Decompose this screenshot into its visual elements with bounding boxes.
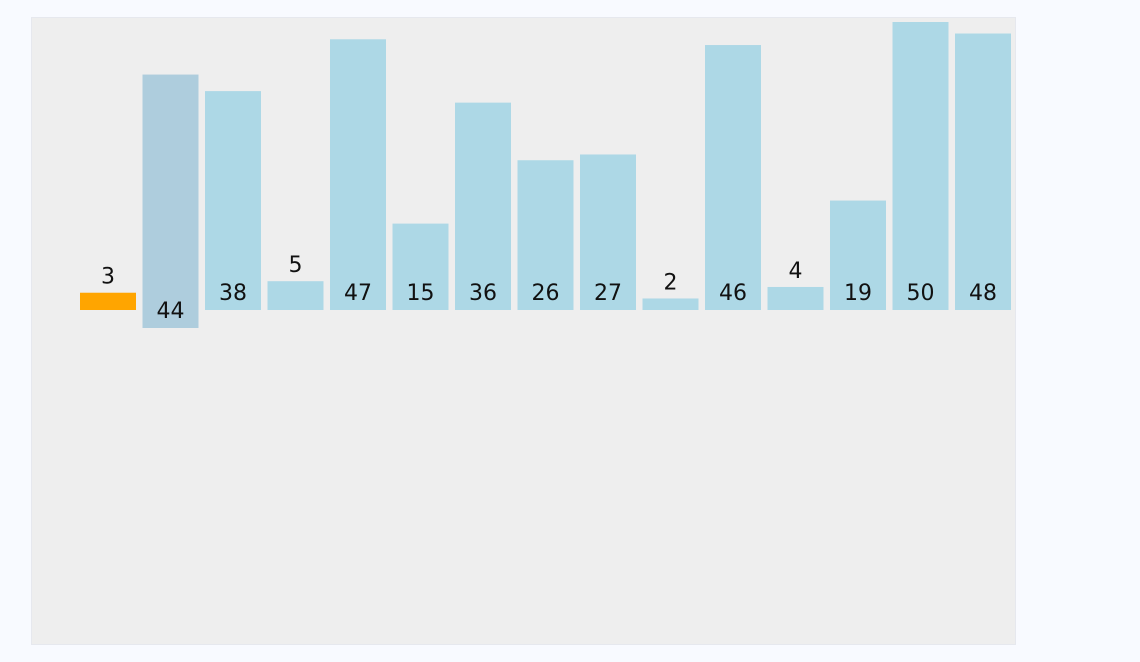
bar-value-label: 4 bbox=[789, 259, 803, 284]
bar bbox=[830, 200, 886, 310]
bar bbox=[580, 154, 636, 310]
bar bbox=[892, 22, 949, 310]
bar bbox=[205, 91, 261, 311]
bar-value-label: 19 bbox=[844, 281, 872, 306]
bar bbox=[455, 102, 511, 310]
bar bbox=[705, 45, 761, 310]
bar bbox=[642, 298, 699, 310]
bar bbox=[80, 292, 136, 310]
bar-value-label: 44 bbox=[157, 299, 185, 324]
bar-value-label: 47 bbox=[344, 281, 372, 306]
bar bbox=[392, 223, 449, 310]
bar bbox=[767, 286, 824, 310]
bar bbox=[267, 281, 324, 310]
bar bbox=[330, 39, 386, 310]
bar-value-label: 46 bbox=[719, 281, 747, 306]
bar-value-label: 5 bbox=[289, 253, 303, 278]
bar-value-label: 50 bbox=[907, 281, 935, 306]
bar-value-label: 26 bbox=[532, 281, 560, 306]
bar-value-label: 2 bbox=[664, 270, 678, 295]
bar-value-label: 15 bbox=[407, 281, 435, 306]
bar bbox=[517, 160, 574, 310]
bar bbox=[955, 33, 1011, 311]
bar-value-label: 36 bbox=[469, 281, 497, 306]
bar-value-label: 38 bbox=[219, 281, 247, 306]
bar-value-label: 3 bbox=[101, 265, 115, 290]
bar-value-label: 48 bbox=[969, 281, 997, 306]
bar bbox=[142, 74, 199, 328]
bar-value-label: 27 bbox=[594, 281, 622, 306]
